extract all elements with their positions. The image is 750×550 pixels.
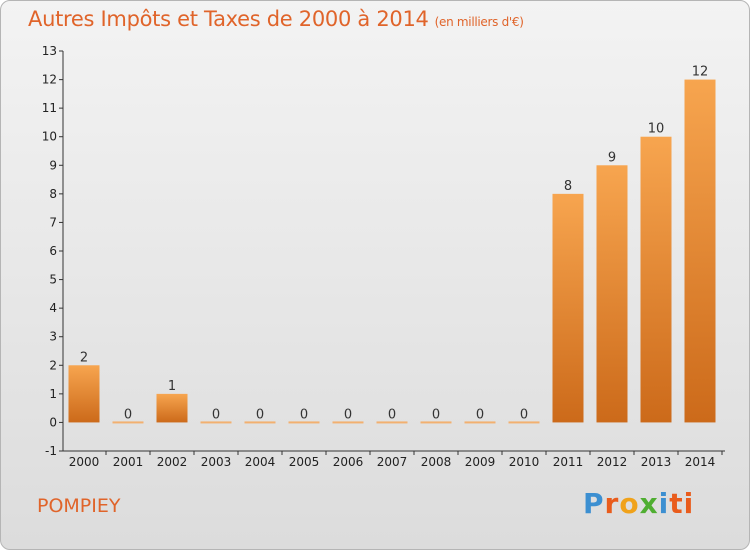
bar[interactable] — [508, 421, 540, 424]
x-tick-label: 2005 — [289, 455, 320, 469]
y-tick-label: 8 — [49, 187, 57, 201]
logo-letter: P — [583, 487, 605, 520]
logo-letter: o — [619, 487, 640, 520]
bar-value-label: 9 — [608, 150, 616, 165]
y-tick-label: 4 — [49, 301, 57, 315]
x-tick-label: 2014 — [685, 455, 716, 469]
bar[interactable] — [200, 421, 232, 424]
y-tick-label: 7 — [49, 215, 57, 229]
bar[interactable] — [420, 421, 452, 424]
proxiti-logo[interactable]: Proxiti — [583, 487, 694, 520]
x-tick-label: 2010 — [509, 455, 540, 469]
place-name: POMPIEY — [37, 495, 121, 517]
x-tick-label: 2007 — [377, 455, 408, 469]
bar-value-label: 12 — [692, 65, 709, 80]
logo-letter: ti — [669, 487, 695, 520]
bar[interactable] — [156, 393, 188, 423]
logo-letter: r — [604, 487, 620, 520]
x-tick-label: 2012 — [597, 455, 628, 469]
x-tick-label: 2013 — [641, 455, 672, 469]
chart-title-text: Autres Impôts et Taxes de 2000 à 2014 — [28, 7, 429, 31]
y-tick-label: 10 — [42, 130, 57, 144]
y-tick-label: 13 — [42, 44, 57, 58]
y-tick-label: 11 — [42, 101, 57, 115]
bar-value-label: 0 — [300, 407, 308, 422]
x-tick-label: 2001 — [113, 455, 144, 469]
bar[interactable] — [68, 365, 100, 423]
bar-value-label: 1 — [168, 379, 176, 394]
bar-value-label: 0 — [344, 407, 352, 422]
bar[interactable] — [552, 193, 584, 423]
bar-value-label: 0 — [212, 407, 220, 422]
chart-subtitle: (en milliers d'€) — [434, 15, 524, 29]
bar[interactable] — [112, 421, 144, 424]
logo-letter: x — [639, 487, 659, 520]
bar[interactable] — [376, 421, 408, 424]
x-tick-label: 2006 — [333, 455, 364, 469]
y-tick-label: 2 — [49, 358, 57, 372]
y-tick-label: 9 — [49, 158, 57, 172]
bar[interactable] — [332, 421, 364, 424]
y-tick-label: 1 — [49, 387, 57, 401]
chart-title: Autres Impôts et Taxes de 2000 à 2014 (en… — [28, 7, 524, 31]
x-tick-label: 2011 — [553, 455, 584, 469]
x-tick-label: 2004 — [245, 455, 276, 469]
bar[interactable] — [464, 421, 496, 424]
bar-value-label: 0 — [124, 407, 132, 422]
x-tick-label: 2003 — [201, 455, 232, 469]
bar-value-label: 0 — [476, 407, 484, 422]
y-tick-label: -1 — [45, 444, 57, 458]
logo-letter: i — [658, 487, 670, 520]
bar-value-label: 0 — [256, 407, 264, 422]
x-tick-label: 2008 — [421, 455, 452, 469]
y-tick-label: 3 — [49, 330, 57, 344]
bar[interactable] — [684, 79, 716, 423]
bar-value-label: 10 — [648, 122, 665, 137]
bar-value-label: 0 — [388, 407, 396, 422]
y-tick-label: 6 — [49, 244, 57, 258]
x-tick-label: 2000 — [69, 455, 100, 469]
bar[interactable] — [640, 136, 672, 423]
bar-value-label: 0 — [432, 407, 440, 422]
y-tick-label: 5 — [49, 273, 57, 287]
y-tick-label: 0 — [49, 415, 57, 429]
x-tick-label: 2002 — [157, 455, 188, 469]
bar-value-label: 2 — [80, 350, 88, 365]
bar-value-label: 0 — [520, 407, 528, 422]
y-tick-label: 12 — [42, 73, 57, 87]
bar[interactable] — [244, 421, 276, 424]
x-tick-label: 2009 — [465, 455, 496, 469]
bar[interactable] — [596, 165, 628, 423]
bar-value-label: 8 — [564, 179, 572, 194]
bar[interactable] — [288, 421, 320, 424]
